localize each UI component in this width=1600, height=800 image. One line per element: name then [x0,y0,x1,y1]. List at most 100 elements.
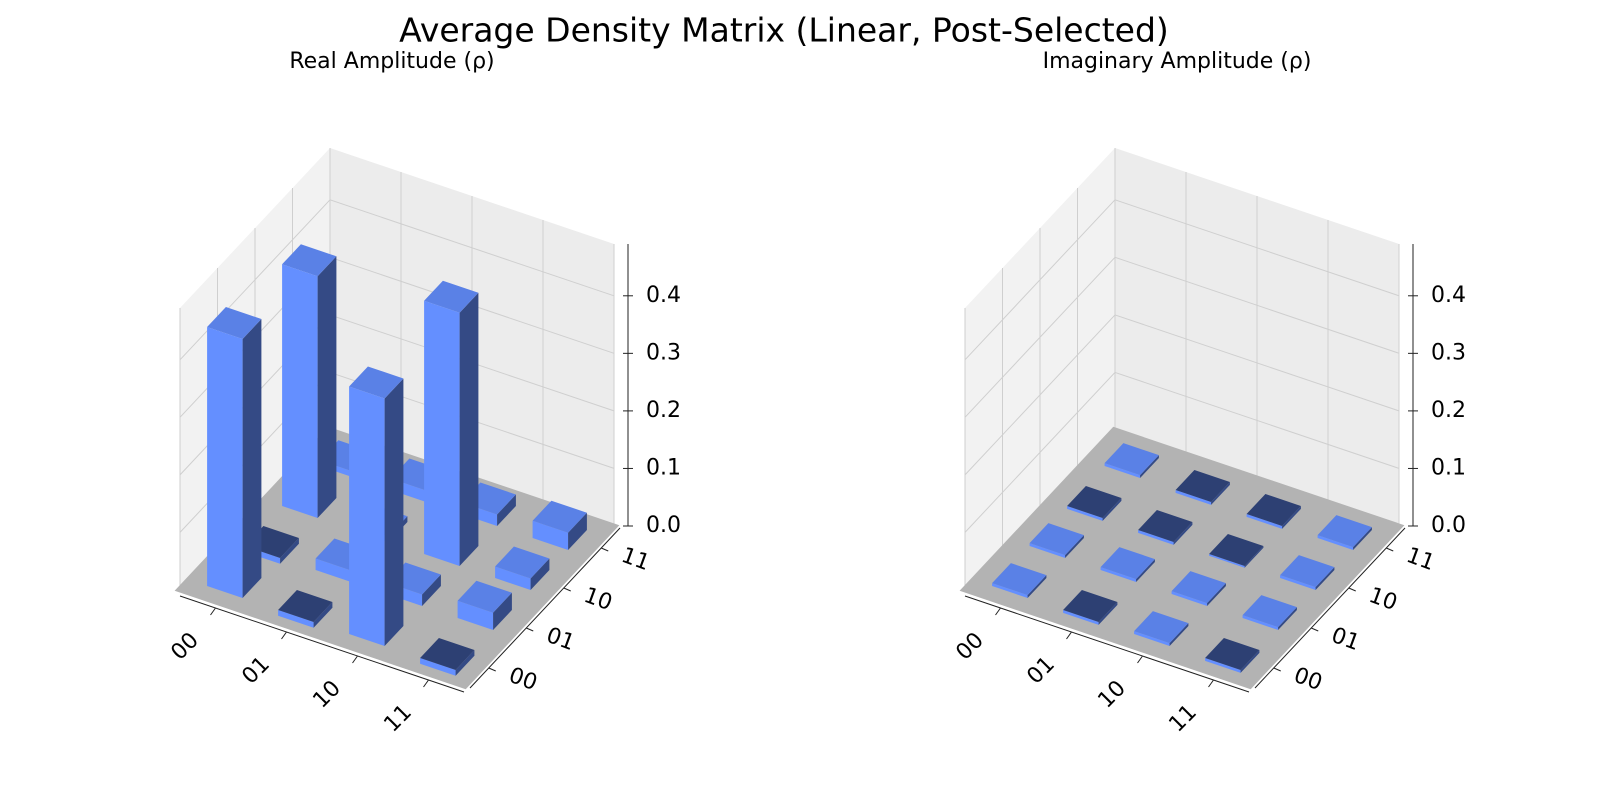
bar-front [1067,506,1103,521]
bar-front [1280,575,1316,590]
bar-front [495,566,531,590]
y-tick [488,667,496,672]
bar-top [1205,638,1260,670]
bar-front [1205,658,1241,673]
y-axis [1254,527,1406,689]
y-tick [1386,547,1394,552]
bar-side [1102,498,1122,521]
bar-front [315,558,352,582]
z-tick-label: 0.4 [646,283,681,308]
bar-top [992,563,1047,596]
bar-side [1282,506,1301,529]
bar-side [242,319,262,598]
y-tick-label: 10 [580,583,615,616]
bar-top [1104,443,1159,476]
x-tick-label: 11 [379,700,416,737]
bar-side [1211,482,1230,505]
x-tick [1137,655,1143,664]
y-tick [526,627,534,632]
bar [1242,595,1297,630]
x-tick [423,679,429,688]
bar-side [1278,607,1297,630]
bar-side [497,494,516,526]
subplot-title: Imaginary Amplitude (ρ) [1043,49,1312,74]
x-axis [964,595,1250,693]
bar [495,546,550,590]
bar-top [532,500,587,533]
bar-front [1242,615,1279,630]
bar [1246,494,1301,529]
bar [992,563,1047,598]
bar-front [282,264,318,518]
subplot: Real Amplitude (ρ)00011011000110110.00.1… [166,49,681,737]
bar-front [992,583,1028,598]
floor [959,426,1405,690]
y-tick-label: 00 [505,663,540,696]
bar-side [1027,575,1047,598]
bar-top [495,546,550,579]
bar-front [349,386,385,646]
bar [1134,611,1189,646]
bar-top [1317,515,1372,548]
bar [457,580,512,630]
bar-front [1317,535,1354,550]
x-axis [179,595,465,693]
bar-front [1209,554,1245,568]
bar-side [1173,522,1193,545]
bar-front [207,327,243,598]
bar-top [1138,510,1193,542]
bar-side [384,378,404,646]
x-tick [210,607,216,616]
bar-side [280,538,299,564]
bar-front [420,658,456,676]
bar [1104,443,1159,478]
bar-side [1098,602,1118,625]
grid-line [964,314,1400,476]
bar [349,366,404,646]
bar-side [459,292,479,566]
y-tick-label: 01 [1328,623,1363,656]
bar-side [313,602,333,628]
x-tick-label: 11 [1164,700,1201,737]
z-tick-label: 0.2 [646,398,681,423]
bar [1280,555,1335,590]
bar-side [1140,455,1159,478]
bar-front [457,600,494,630]
bar-top [1242,595,1297,628]
z-tick-label: 0.0 [646,513,681,538]
bar-side [1315,567,1335,590]
bar-front [424,300,460,566]
bar-side [1065,535,1084,558]
y-tick-label: 01 [543,623,578,656]
bar-front [1138,530,1174,545]
bar-top [1063,590,1118,622]
z-tick-label: 0.0 [1431,513,1466,538]
bar-top [1246,494,1301,526]
bar-front [1134,631,1170,646]
bar-front [1171,591,1208,606]
bar [207,307,262,598]
bar [420,638,475,676]
bar-side [493,592,512,630]
y-tick [601,547,609,552]
bar-side [455,650,475,676]
subplot: Imaginary Amplitude (ρ)00011011000110110… [951,49,1466,737]
x-tick-label: 00 [951,628,988,665]
bar-side [568,512,587,550]
z-tick-label: 0.3 [1431,340,1466,365]
bar [1175,470,1230,505]
bar-side [1244,546,1264,568]
bar-front [278,610,314,628]
bar [278,590,333,628]
bar [1205,638,1260,673]
bar [532,500,587,550]
bar-top [1175,470,1230,502]
grid-line [964,371,1400,533]
bar-top [282,244,337,277]
bar-top [349,366,404,399]
grid-line [179,199,615,361]
bar [1209,534,1264,568]
bar-side [530,558,550,590]
